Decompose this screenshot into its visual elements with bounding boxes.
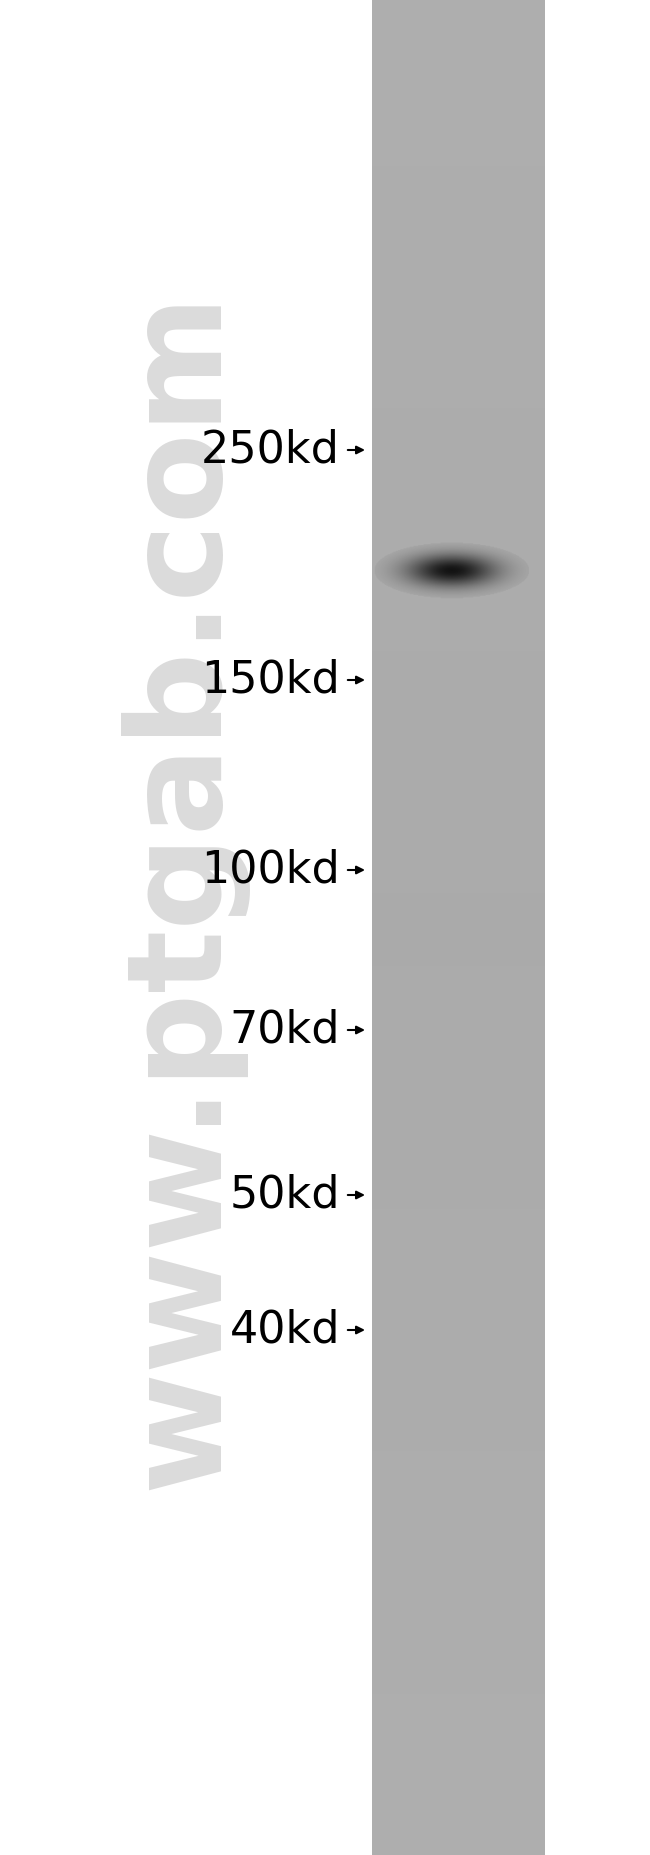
Text: 50kd: 50kd — [229, 1174, 340, 1217]
Text: 100kd: 100kd — [202, 848, 340, 892]
Text: 150kd: 150kd — [202, 659, 340, 701]
Text: 40kd: 40kd — [229, 1308, 340, 1352]
Text: 70kd: 70kd — [229, 1009, 340, 1052]
Text: www.ptgab.com: www.ptgab.com — [118, 291, 246, 1490]
Text: 250kd: 250kd — [201, 429, 340, 471]
